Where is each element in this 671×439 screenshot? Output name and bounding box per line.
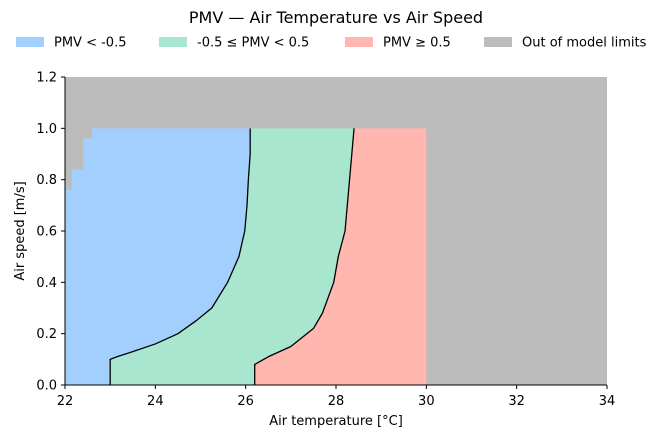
x-tick-label: 28 — [328, 394, 345, 409]
y-tick-label: 0.0 — [36, 379, 57, 394]
legend-label: PMV < -0.5 — [54, 36, 126, 51]
x-tick-label: 34 — [599, 394, 616, 409]
region-pmv-above-0-5 — [254, 128, 427, 385]
legend: PMV < -0.5 -0.5 ≤ PMV < 0.5 PMV ≥ 0.5 Out o… — [16, 36, 647, 51]
x-axis-label: Air temperature [°C] — [269, 414, 403, 429]
y-axis-ticks: 0.0 0.2 0.4 0.6 0.8 1.0 1.2 — [36, 71, 65, 394]
chart-title: PMV — Air Temperature vs Air Speed — [189, 8, 483, 27]
x-tick-label: 24 — [147, 394, 164, 409]
boundary-line-pmv-0-5 — [254, 128, 355, 385]
legend-label: PMV ≥ 0.5 — [383, 36, 451, 51]
y-tick-label: 0.4 — [36, 276, 57, 291]
y-tick-label: 0.8 — [36, 173, 57, 188]
y-tick-label: 0.6 — [36, 225, 57, 240]
region-pmv-neutral — [110, 128, 355, 385]
legend-swatch — [484, 37, 512, 47]
x-tick-label: 30 — [418, 394, 435, 409]
legend-swatch — [16, 37, 44, 47]
legend-swatch — [159, 37, 187, 47]
legend-label: Out of model limits — [522, 36, 647, 51]
x-tick-label: 32 — [508, 394, 525, 409]
x-tick-label: 22 — [57, 394, 74, 409]
legend-label: -0.5 ≤ PMV < 0.5 — [197, 36, 309, 51]
region-pmv-below-neg-0-5 — [65, 128, 251, 385]
y-tick-label: 0.2 — [36, 327, 57, 342]
pmv-regions — [65, 77, 607, 385]
plot-area — [65, 77, 607, 385]
x-tick-label: 26 — [237, 394, 254, 409]
y-tick-label: 1.2 — [36, 71, 57, 86]
boundary-line-pmv-neg-0-5 — [109, 128, 251, 385]
y-tick-label: 1.0 — [36, 122, 57, 137]
legend-swatch — [345, 37, 373, 47]
x-axis-ticks: 22 24 26 28 30 32 34 — [57, 385, 616, 409]
y-axis-label: Air speed [m/s] — [13, 181, 28, 280]
pmv-boundaries — [109, 128, 355, 385]
